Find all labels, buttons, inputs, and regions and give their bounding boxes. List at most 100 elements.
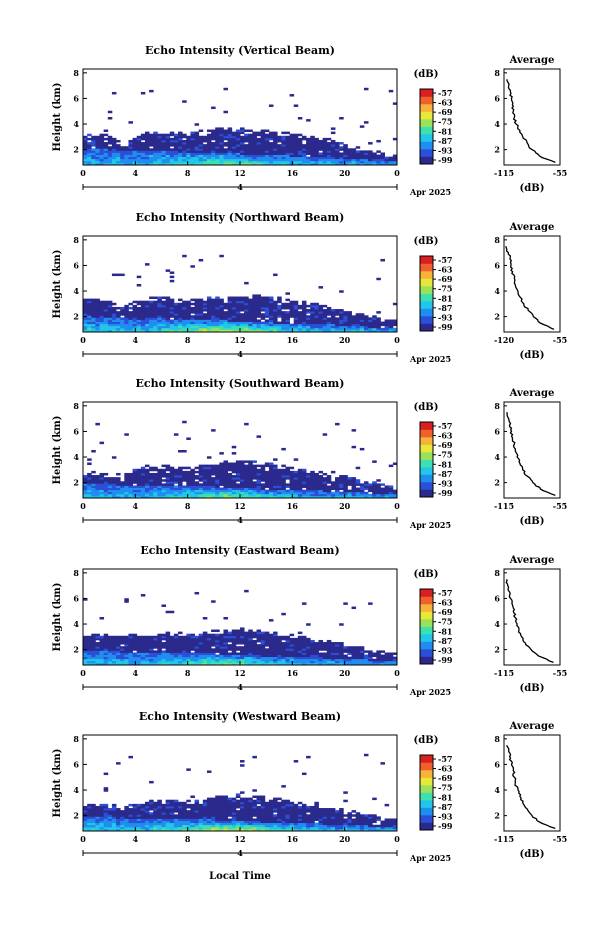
heatmap-cell <box>198 156 204 160</box>
average-y-tick-label: 6 <box>494 593 500 603</box>
heatmap-cell <box>244 485 249 488</box>
heatmap-cell <box>186 311 191 314</box>
heatmap-cell <box>157 309 162 312</box>
heatmap-cell <box>165 483 171 486</box>
heatmap-cell <box>157 298 162 302</box>
heatmap-cell <box>235 814 241 817</box>
heatmap-cell <box>182 321 187 325</box>
heatmap-cell <box>202 826 208 830</box>
heatmap-cell <box>161 824 167 828</box>
heatmap-cell <box>206 797 212 801</box>
heatmap-cell <box>198 325 204 329</box>
heatmap-cell <box>165 139 171 143</box>
heatmap-cell <box>248 325 253 329</box>
colorbar-tick-label: -75 <box>438 617 452 627</box>
heatmap-cell <box>335 656 340 660</box>
heatmap-cell <box>322 493 328 497</box>
heatmap-cell <box>157 489 162 493</box>
heatmap-cell <box>372 652 377 655</box>
heatmap-cell <box>330 150 336 153</box>
heatmap-cell <box>157 304 162 308</box>
colorbar-swatch <box>420 596 433 605</box>
heatmap-cell <box>268 487 274 491</box>
heatmap-cell <box>297 329 303 333</box>
heatmap-cell <box>372 485 377 488</box>
x-tick-label: 12 <box>234 335 245 345</box>
heatmap-cell <box>227 654 233 658</box>
heatmap-cell <box>372 152 377 155</box>
heatmap-cell <box>268 470 274 474</box>
heatmap-cell <box>149 304 154 308</box>
heatmap-cell <box>318 489 324 493</box>
heatmap-cell <box>252 658 257 662</box>
heatmap-cell <box>202 300 208 304</box>
heatmap-cell <box>310 487 315 491</box>
heatmap-cell <box>248 812 253 815</box>
heatmap-cell <box>227 652 233 655</box>
heatmap-cell <box>219 642 224 645</box>
heatmap-cell <box>161 644 167 647</box>
heatmap-cell <box>223 160 228 164</box>
heatmap-cell <box>169 139 175 143</box>
heatmap-cell <box>231 656 237 660</box>
heatmap-cell <box>169 271 175 274</box>
heatmap-cell <box>124 483 129 486</box>
heatmap-cell <box>264 805 270 809</box>
heatmap-cell <box>157 317 162 320</box>
heatmap-cell <box>107 117 113 120</box>
heatmap-cell <box>339 329 344 333</box>
heatmap-cell <box>157 812 162 815</box>
heatmap-cell <box>157 642 162 645</box>
heatmap-cell <box>268 148 274 151</box>
heatmap-cell <box>173 139 179 143</box>
heatmap-cell <box>219 483 224 486</box>
heatmap-cell <box>264 152 270 155</box>
heatmap-cell <box>178 160 183 164</box>
heatmap-cell <box>388 321 394 325</box>
heatmap-cell <box>206 321 212 325</box>
heatmap-cell <box>227 822 233 826</box>
heatmap-cell <box>211 639 216 643</box>
heatmap-cell <box>355 313 361 316</box>
heatmap-cell <box>227 466 233 470</box>
heatmap-cell <box>128 642 133 645</box>
heatmap-cell <box>330 648 336 651</box>
heatmap-cell <box>252 137 257 141</box>
heatmap-cell <box>194 302 200 306</box>
heatmap-cell <box>157 639 162 643</box>
heatmap-cell <box>318 487 324 491</box>
average-y-tick-label: 4 <box>494 452 500 462</box>
heatmap-cell <box>165 302 171 306</box>
heatmap-cell <box>322 150 328 153</box>
heatmap-cell <box>248 808 253 811</box>
heatmap-cell <box>223 805 228 809</box>
heatmap-cell <box>198 464 204 468</box>
heatmap-cell <box>178 493 183 497</box>
heatmap-cell <box>116 812 121 815</box>
heatmap-cell <box>244 820 249 824</box>
heatmap-cell <box>157 133 162 137</box>
heatmap-cell <box>363 487 369 491</box>
heatmap-cell <box>173 826 179 830</box>
heatmap-cell <box>87 805 92 809</box>
heatmap-cell <box>235 493 241 497</box>
heatmap-cell <box>240 302 245 306</box>
heatmap-cell <box>202 493 208 497</box>
heatmap-cell <box>281 489 286 493</box>
heatmap-cell <box>376 160 381 164</box>
heatmap-cell <box>128 317 133 320</box>
heatmap-cell <box>99 133 105 137</box>
heatmap-cell <box>326 475 332 478</box>
heatmap-cell <box>149 319 154 322</box>
heatmap-cell <box>169 131 175 135</box>
heatmap-cell <box>107 323 113 327</box>
heatmap-cell <box>194 654 200 658</box>
heatmap-cell <box>206 309 212 312</box>
heatmap-cell <box>103 146 109 149</box>
heatmap-cell <box>111 137 117 141</box>
heatmap-cell <box>153 139 158 143</box>
heatmap-cell <box>351 323 357 327</box>
heatmap-cell <box>343 317 348 320</box>
heatmap-cell <box>178 483 183 486</box>
heatmap-cell <box>264 824 270 828</box>
